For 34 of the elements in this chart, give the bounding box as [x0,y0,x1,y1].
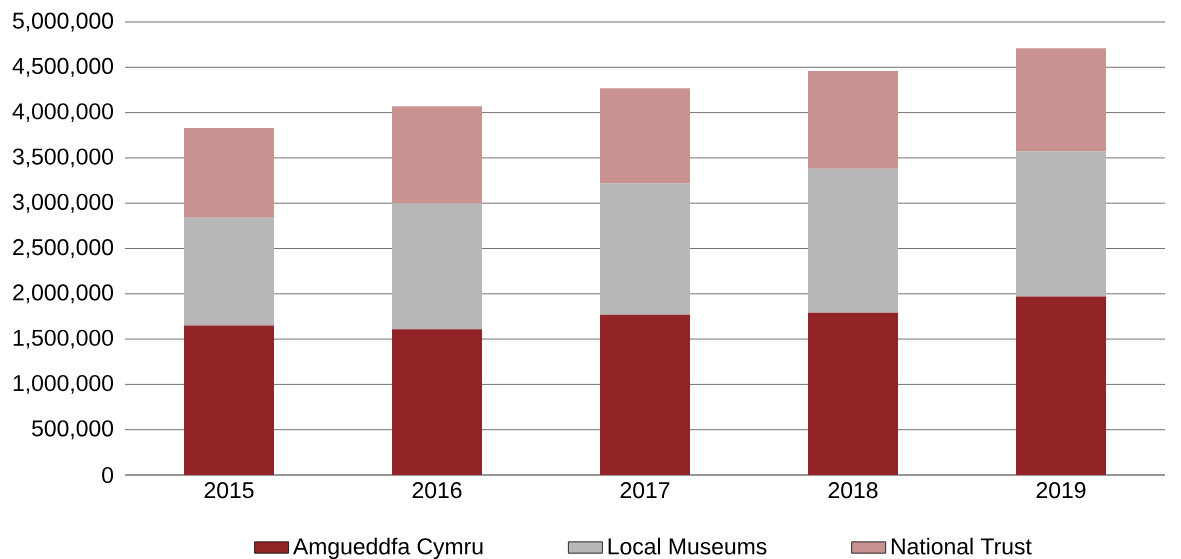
y-tick-label: 4,500,000 [12,57,114,77]
bar [1016,48,1107,152]
bar [392,106,483,204]
legend-label: Local Museums [608,537,767,555]
bar [392,203,483,330]
bar [600,183,691,315]
bar [808,312,899,475]
bar [184,217,274,326]
x-tick-label: 2016 [412,482,462,499]
legend-label: Amgueddfa Cymru [293,537,483,559]
x-tick-label: 2018 [828,482,878,499]
legend-label: National Trust [891,537,1032,555]
y-tick-label: 5,000,000 [12,12,114,32]
bar [392,329,483,475]
y-tick-label: 2,500,000 [13,239,114,258]
y-tick-label: 0 [102,466,114,484]
bar [808,168,899,313]
bar [184,325,274,475]
y-tick-label: 1,500,000 [13,329,114,349]
x-tick-label: 2019 [1036,482,1086,499]
bar [1016,296,1107,475]
x-tick-label: 2017 [620,482,670,499]
y-tick-label: 3,000,000 [12,193,114,213]
bar [600,314,691,475]
bar [600,88,691,184]
x-tick-label: 2015 [204,482,254,499]
bar [184,128,274,218]
y-tick-label: 500,000 [32,420,114,440]
y-tick-label: 3,500,000 [12,148,114,168]
y-tick-label: 2,000,000 [13,284,114,304]
y-tick-label: 1,000,000 [13,374,114,394]
bar [1016,151,1107,297]
y-tick-label: 4,000,000 [12,103,114,123]
bar [808,70,899,169]
